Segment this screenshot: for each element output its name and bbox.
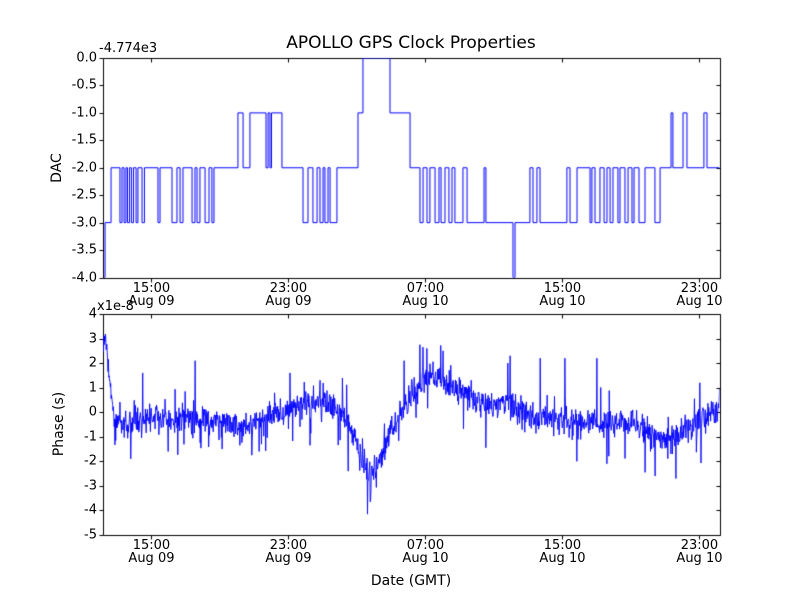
- x-tick-time-label: 23:00: [269, 280, 308, 296]
- x-tick-time-label: 07:00: [406, 538, 445, 553]
- phase-y-axis-label: Phase (s): [51, 391, 67, 457]
- x-tick-date-label: Aug 09: [128, 293, 175, 309]
- dac-y-axis-label: DAC: [49, 153, 65, 183]
- phase-y-tick-label: -2: [84, 453, 97, 469]
- phase-y-tick-label: 0: [88, 404, 97, 420]
- x-tick-time-label: 23:00: [269, 538, 308, 553]
- x-tick-time-label: 07:00: [406, 280, 445, 296]
- dac-y-tick-label: -2.5: [71, 187, 97, 203]
- phase-axis-multiplier-label: x1e-8: [97, 299, 134, 314]
- x-tick-date-label: Aug 09: [265, 293, 312, 309]
- x-tick-time-label: 15:00: [132, 280, 171, 296]
- x-axis-label: Date (GMT): [370, 573, 452, 589]
- x-tick-time-label: 15:00: [543, 280, 582, 296]
- phase-y-tick-label: -1: [84, 429, 97, 445]
- phase-y-tick-label: 3: [88, 331, 97, 347]
- dac-y-tick-label: -3.0: [71, 215, 97, 231]
- x-tick-date-label: Aug 10: [676, 293, 723, 309]
- dac-y-tick-label: -3.5: [71, 242, 97, 258]
- x-tick-date-label: Aug 10: [539, 551, 586, 566]
- phase-y-tick-label: -4: [84, 502, 97, 518]
- phase-y-tick-label: 1: [88, 380, 97, 396]
- x-tick-date-label: Aug 09: [128, 551, 175, 566]
- x-tick-date-label: Aug 10: [402, 551, 449, 566]
- plot-title: APOLLO GPS Clock Properties: [286, 33, 536, 53]
- dac-y-tick-label: -2.0: [71, 160, 97, 176]
- dac-y-tick-label: -1.5: [71, 132, 97, 148]
- dac-y-tick-label: -4.0: [71, 270, 97, 285]
- x-tick-time-label: 23:00: [680, 538, 719, 553]
- x-tick-time-label: 23:00: [680, 280, 719, 296]
- phase-y-tick-label: 4: [88, 306, 97, 322]
- dac-y-tick-label: 0.0: [76, 50, 97, 66]
- x-tick-date-label: Aug 10: [402, 293, 449, 309]
- phase-y-tick-label: 2: [88, 355, 97, 371]
- x-tick-date-label: Aug 10: [539, 293, 586, 309]
- x-tick-date-label: Aug 10: [676, 551, 723, 566]
- phase-y-tick-label: -3: [84, 478, 97, 494]
- x-tick-time-label: 15:00: [543, 538, 582, 553]
- x-tick-time-label: 15:00: [132, 538, 171, 553]
- dac-y-tick-label: -1.0: [71, 105, 97, 121]
- phase-y-tick-label: -5: [84, 527, 97, 543]
- dac-y-tick-label: -0.5: [71, 77, 97, 93]
- x-tick-date-label: Aug 09: [265, 551, 312, 566]
- dac-axis-offset-label: -4.774e3: [99, 41, 158, 56]
